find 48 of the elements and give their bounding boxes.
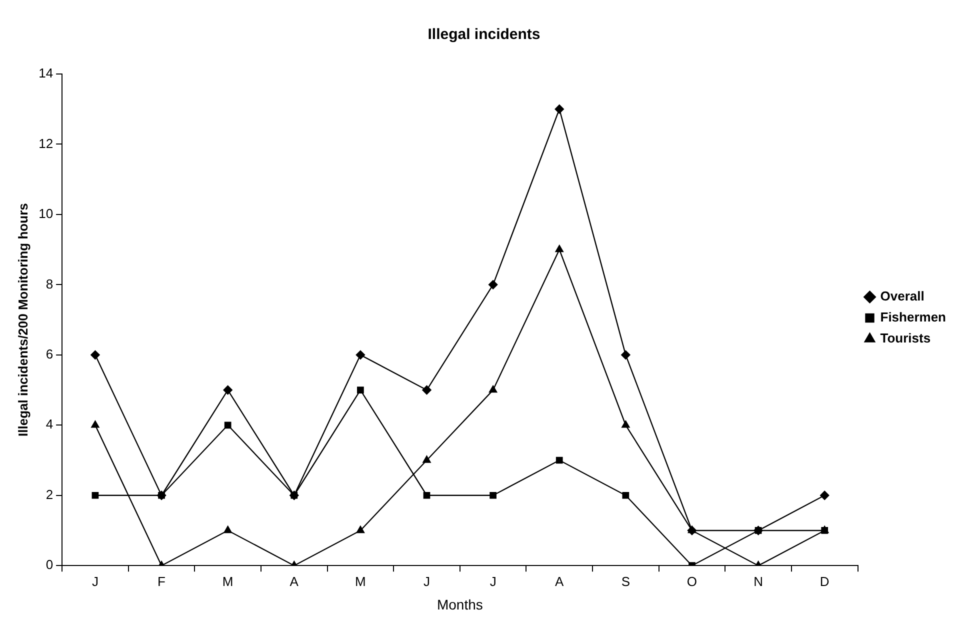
y-tick-label: 14	[38, 66, 54, 81]
x-tick-label: A	[290, 574, 299, 589]
point	[622, 492, 630, 499]
y-tick-label: 12	[38, 136, 54, 151]
y-axis-title: Illegal incidents/200 Monitoring hours	[15, 203, 30, 436]
point	[356, 526, 365, 534]
point	[356, 350, 366, 360]
x-axis-title: Months	[436, 596, 483, 612]
point	[621, 350, 630, 360]
legend-label: Fishermen	[880, 310, 946, 325]
legend-label: Overall	[880, 288, 924, 304]
point	[622, 420, 630, 428]
point	[224, 422, 232, 429]
point	[490, 492, 496, 499]
x-tick-label: J	[424, 574, 430, 589]
point	[90, 350, 100, 360]
x-tick-label: M	[222, 574, 234, 589]
y-tick-label: 10	[38, 206, 54, 222]
point	[555, 244, 564, 252]
point	[820, 490, 830, 500]
y-tick-label: 6	[46, 346, 54, 362]
point	[556, 456, 563, 464]
y-tick-label: 4	[46, 416, 54, 432]
x-tick-label: A	[555, 574, 564, 589]
point	[91, 420, 100, 428]
chart-title: Illegal incidents	[428, 26, 540, 44]
x-tick-label: J	[92, 574, 98, 589]
point	[92, 492, 99, 499]
point	[422, 456, 431, 463]
point	[224, 526, 232, 534]
x-tick-label: F	[158, 574, 166, 589]
point	[489, 385, 498, 393]
x-tick-label: J	[490, 574, 496, 589]
legend-label: Tourists	[880, 330, 931, 346]
point	[223, 385, 232, 395]
y-tick-label: 2	[46, 486, 54, 502]
x-tick-label: S	[621, 574, 630, 589]
point	[422, 385, 432, 395]
y-tick-label: 0	[46, 557, 54, 572]
x-tick-label: N	[754, 574, 763, 589]
x-tick-label: D	[820, 574, 830, 589]
point	[554, 104, 564, 114]
y-tick-label: 8	[46, 276, 54, 292]
point	[357, 386, 364, 394]
point	[488, 280, 498, 290]
x-tick-label: M	[355, 574, 366, 589]
x-tick-label: O	[686, 574, 698, 589]
point	[423, 492, 430, 499]
